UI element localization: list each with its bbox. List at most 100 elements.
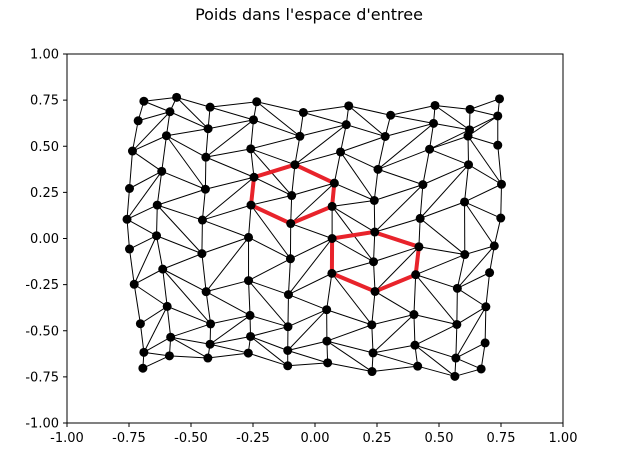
mesh-node: [329, 178, 339, 188]
mesh-edge: [377, 168, 424, 186]
mesh-edge: [371, 291, 376, 325]
mesh-edge: [390, 104, 436, 116]
mesh-node: [206, 319, 216, 329]
mesh-node: [370, 286, 380, 296]
mesh-edge: [468, 164, 502, 185]
mesh-node: [283, 361, 293, 371]
mesh-node: [287, 191, 297, 201]
mesh-edge: [256, 101, 304, 113]
y-tick-label: -0.75: [25, 370, 59, 385]
mesh-node: [166, 332, 176, 342]
mesh-edge: [371, 314, 415, 326]
x-tick-label: 0.00: [301, 431, 330, 446]
mesh-edge: [143, 96, 177, 102]
mesh-edge: [287, 309, 328, 351]
mesh-node: [290, 160, 300, 170]
mesh-node: [161, 131, 171, 141]
mesh-edge: [248, 236, 291, 260]
mesh-node: [135, 319, 145, 329]
mesh-node: [124, 244, 134, 254]
mesh-node: [452, 319, 462, 329]
mesh-node: [485, 268, 495, 278]
mesh-edge: [138, 111, 171, 122]
mesh-node: [410, 340, 420, 350]
mesh-edge: [248, 280, 289, 296]
mesh-edge: [287, 362, 328, 367]
mesh-edge: [162, 268, 211, 325]
mesh-edge: [419, 184, 424, 219]
mesh-edge: [464, 201, 495, 247]
mesh-node: [133, 116, 143, 126]
y-tick-label: -1.00: [25, 417, 59, 432]
mesh-edge: [126, 218, 157, 237]
mesh-edge: [464, 245, 495, 256]
mesh-node: [246, 144, 256, 154]
mesh-node: [415, 213, 425, 223]
mesh-edge: [156, 235, 203, 255]
mesh-edge: [208, 119, 254, 130]
mesh-edge: [126, 219, 130, 250]
mesh-edge: [126, 204, 158, 220]
mesh-edge: [205, 176, 255, 190]
mesh-edge: [167, 305, 211, 325]
mesh-edge: [332, 199, 375, 207]
x-tick-label: 0.25: [363, 431, 392, 446]
mesh-node: [203, 353, 213, 363]
mesh-edge: [327, 362, 373, 373]
mesh-edge: [457, 272, 490, 289]
mesh-node: [138, 363, 148, 373]
mesh-edge: [166, 306, 172, 338]
mesh-node: [465, 125, 475, 135]
mesh-edge: [287, 258, 291, 295]
mesh-edge: [334, 182, 375, 201]
mesh-edge: [129, 235, 157, 250]
mesh-edge: [126, 188, 130, 220]
mesh-edge: [250, 336, 289, 367]
mesh-edge: [129, 248, 135, 285]
mesh-edge: [467, 135, 498, 146]
mesh-edge: [484, 306, 487, 343]
mesh-node: [367, 367, 377, 377]
mesh-edge: [422, 149, 431, 185]
x-tick-label: 0.50: [425, 431, 454, 446]
mesh-node: [489, 241, 499, 251]
mesh-node: [476, 364, 486, 374]
mesh-edge: [456, 254, 466, 289]
mesh-edge: [374, 184, 424, 233]
mesh-edge: [250, 148, 296, 166]
mesh-edges: [126, 96, 502, 377]
mesh-edge: [156, 171, 163, 206]
mesh-edge: [464, 183, 502, 203]
mesh-edge: [331, 205, 376, 233]
mesh-edge: [250, 195, 292, 206]
mesh-edge: [374, 184, 424, 201]
mesh-node: [465, 104, 475, 114]
mesh-edge: [469, 115, 498, 131]
mesh-edge: [485, 272, 491, 307]
mesh-edge: [303, 112, 347, 126]
mesh-node: [493, 111, 503, 121]
mesh-node: [295, 131, 305, 141]
mesh-node: [327, 268, 337, 278]
mesh-node: [322, 336, 332, 346]
mesh-edge: [248, 205, 252, 238]
mesh-edge: [415, 254, 465, 276]
mesh-edge: [377, 148, 430, 170]
mesh-edge: [210, 335, 251, 345]
mesh-edge: [250, 148, 255, 178]
mesh-edge: [340, 151, 379, 170]
mesh-edge: [454, 368, 482, 377]
mesh-node: [283, 290, 293, 300]
y-tick-label: 0.25: [30, 186, 59, 201]
mesh-node: [249, 172, 259, 182]
mesh-edge: [161, 135, 167, 172]
mesh-edge: [248, 258, 291, 282]
mesh-edge: [299, 124, 347, 137]
mesh-edge: [469, 98, 500, 110]
plot-area: [122, 92, 506, 381]
mesh-node: [283, 345, 293, 355]
mesh-edge: [209, 343, 249, 354]
mesh-edge: [162, 253, 203, 270]
